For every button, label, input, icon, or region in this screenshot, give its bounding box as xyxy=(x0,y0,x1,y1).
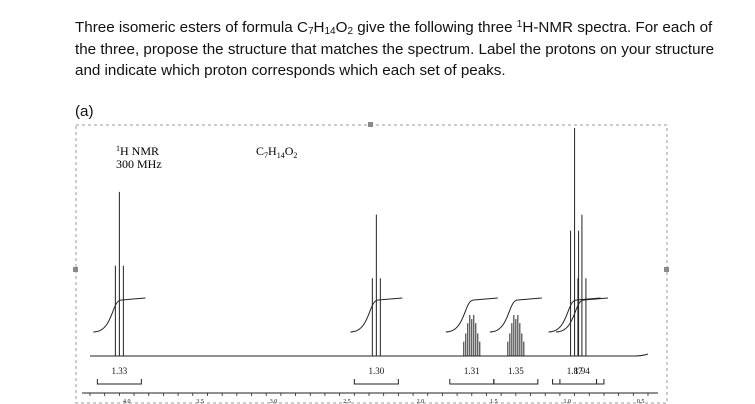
integration-bracket-2 xyxy=(449,379,495,385)
x-tick-label-4: 2.0 xyxy=(417,399,425,404)
integration-bracket-3 xyxy=(493,379,539,385)
integration-bracket-4 xyxy=(552,379,598,385)
integration-curve-4 xyxy=(548,297,601,333)
nmr-label: 1H NMR xyxy=(116,144,159,158)
integration-curve-5 xyxy=(555,297,608,333)
x-tick-label-5: 1.5 xyxy=(490,399,498,404)
frame-handle-top xyxy=(368,122,373,127)
integration-curve-0 xyxy=(93,297,146,333)
x-tick-label-3: 2.5 xyxy=(343,399,351,404)
x-tick-label-0: 4.0 xyxy=(123,399,131,404)
spectrum-layer: 1.33 1.30 1.31 1.35 1.871.94 4.0 3.5 3.0 2.5 2.0 1… xyxy=(82,128,658,404)
baseline xyxy=(90,353,649,357)
integration-label-2: 1.31 xyxy=(464,366,480,376)
integration-label-3: 1.35 xyxy=(508,366,524,376)
integration-curve-2 xyxy=(445,297,498,333)
integration-label-5: 1.94 xyxy=(574,366,590,376)
x-tick-label-2: 3.0 xyxy=(270,399,278,404)
integration-bracket-0 xyxy=(96,379,142,385)
question-text: Three isomeric esters of formula C7H14O2… xyxy=(75,19,715,79)
integration-label-1: 1.30 xyxy=(368,366,384,376)
frame-handle-right xyxy=(664,267,669,272)
integration-bracket-5 xyxy=(559,379,605,385)
integration-bracket-1 xyxy=(353,379,399,385)
integration-label-0: 1.33 xyxy=(111,366,127,376)
integration-curve-1 xyxy=(350,297,403,333)
part-label: (a) xyxy=(75,103,94,120)
frame-handle-left xyxy=(73,267,78,272)
x-tick-label-7: 0.5 xyxy=(637,399,645,404)
x-tick-label-6: 1.0 xyxy=(563,399,571,404)
integration-curve-3 xyxy=(489,297,542,333)
frequency-label: 300 MHz xyxy=(116,157,162,171)
integration-label-4: 1.87 xyxy=(567,366,583,376)
formula-label: C7H14O2 xyxy=(256,144,297,160)
x-tick-label-1: 3.5 xyxy=(196,399,204,404)
